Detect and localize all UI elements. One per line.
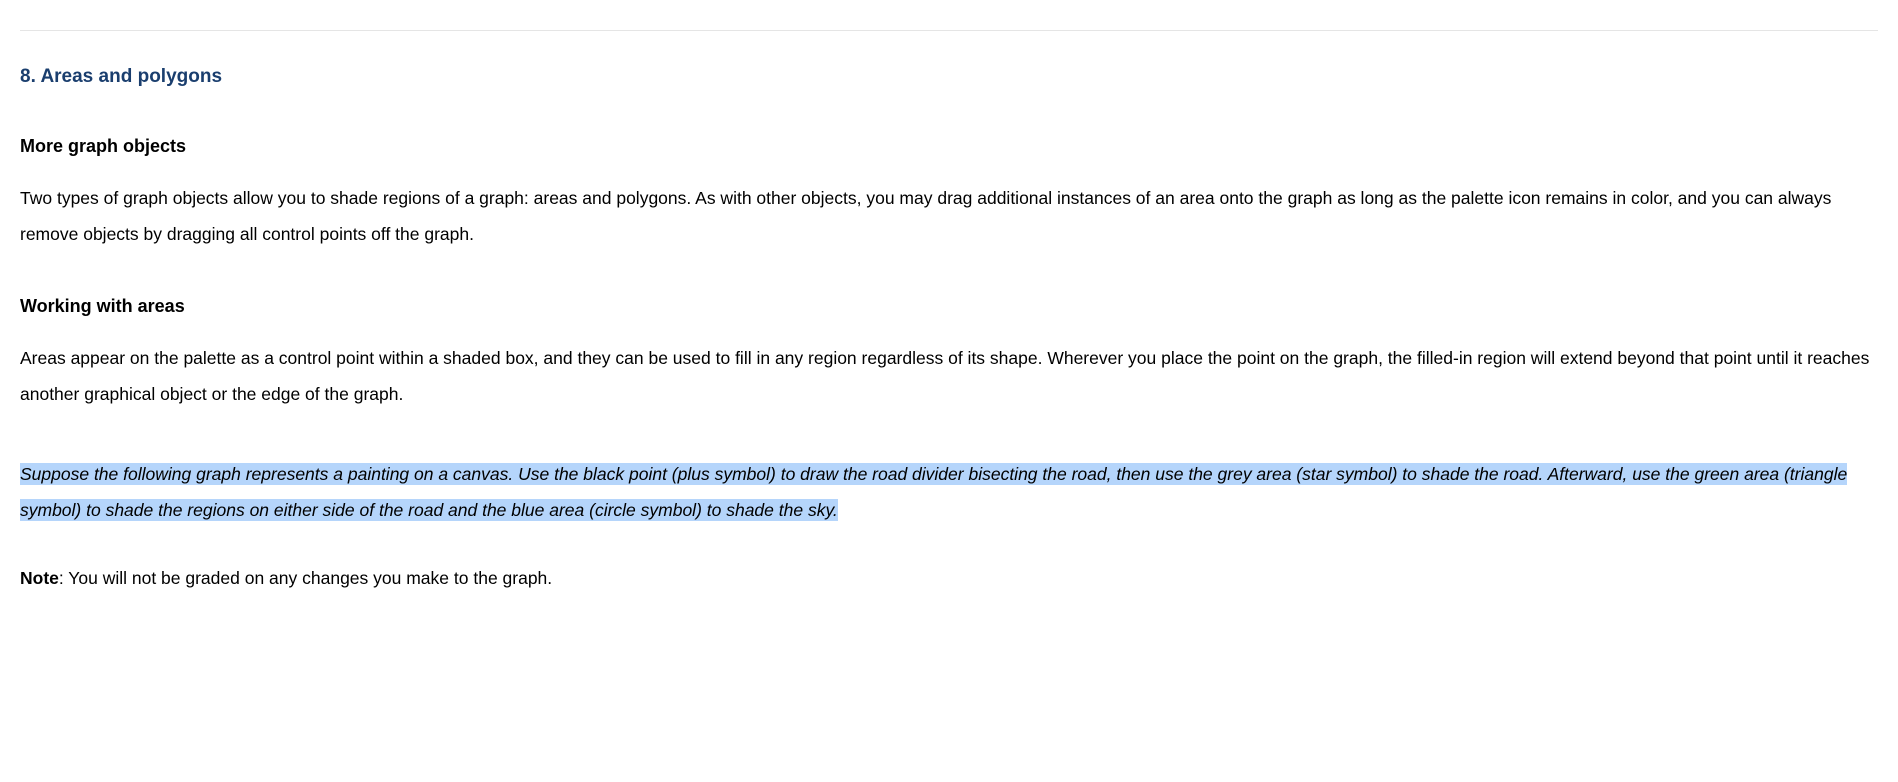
document-content: 8. Areas and polygons More graph objects… [20,30,1878,597]
section-title-text: Areas and polygons [40,66,222,87]
instruction-highlighted-text[interactable]: Suppose the following graph represents a… [20,463,1847,521]
subsection-title-working-with-areas: Working with areas [20,289,1878,323]
instruction-block: Suppose the following graph represents a… [20,457,1878,529]
subsection-title-more-graph-objects: More graph objects [20,129,1878,163]
paragraph-more-graph-objects: Two types of graph objects allow you to … [20,181,1878,253]
section-title: 8. Areas and polygons [20,59,1878,95]
note: Note: You will not be graded on any chan… [20,561,1878,597]
note-text: : You will not be graded on any changes … [59,568,552,588]
note-label: Note [20,568,59,588]
section-number: 8. [20,66,36,87]
paragraph-working-with-areas: Areas appear on the palette as a control… [20,341,1878,413]
